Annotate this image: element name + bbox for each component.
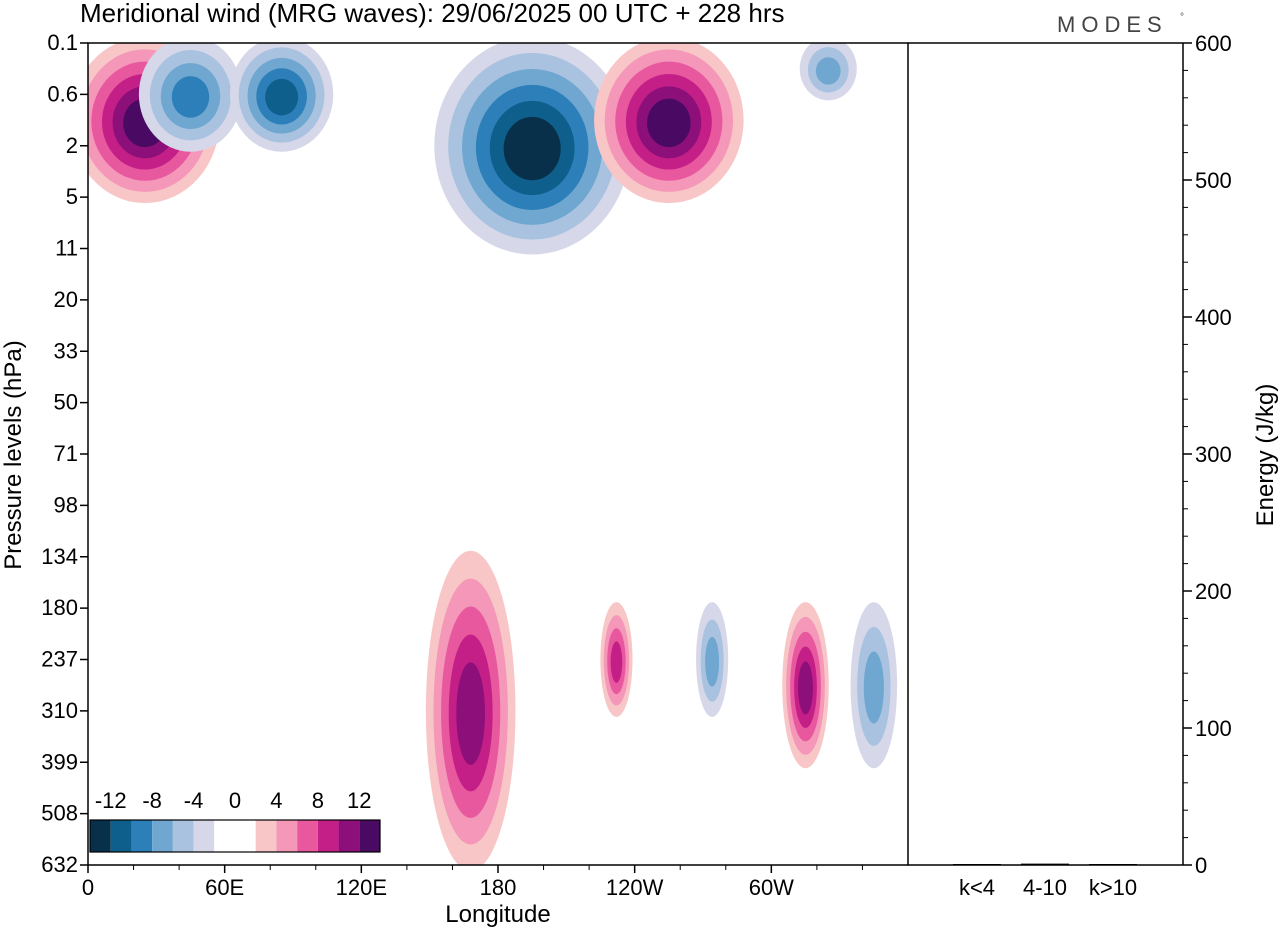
- contour-feature-negative-2: [229, 43, 334, 152]
- pressure-tick-label: 98: [54, 492, 78, 517]
- colorbar-swatch: [193, 820, 215, 852]
- logo-mark: °: [1180, 12, 1184, 23]
- pressure-tick-label: 0.1: [47, 30, 78, 55]
- longitude-tick-label: 60W: [749, 875, 794, 900]
- pressure-tick-label: 50: [54, 390, 78, 415]
- longitude-tick-label: 120W: [606, 875, 664, 900]
- colorbar-label: 0: [229, 788, 241, 813]
- contour-level: [798, 661, 813, 715]
- colorbar-swatch: [255, 820, 277, 852]
- pressure-tick-label: 11: [55, 236, 78, 261]
- colorbar-swatch: [276, 820, 298, 852]
- colorbar: -12 -8 -4 0 4 8 12: [89, 788, 381, 853]
- colorbar-swatch: [317, 820, 339, 852]
- longitude-tick-label: 180: [480, 875, 517, 900]
- pressure-axis: 0.1 0.6 2 5 11 20 33 50 71 98 134 180 237 310 399 508 63…: [41, 30, 88, 877]
- energy-tick-label: 200: [1195, 579, 1232, 604]
- pressure-tick-label: 0.6: [47, 81, 78, 106]
- energy-tick-label: 600: [1195, 31, 1232, 56]
- pressure-tick-label: 632: [41, 852, 78, 877]
- energy-bar: [953, 864, 1001, 866]
- longitude-tick-label: 120E: [336, 875, 387, 900]
- pressure-tick-label: 399: [41, 749, 78, 774]
- energy-tick-label: 500: [1195, 168, 1232, 193]
- pressure-tick-label: 71: [54, 441, 78, 466]
- pressure-tick-label: 180: [41, 595, 78, 620]
- contour-level: [503, 116, 561, 181]
- pressure-tick-label: 237: [41, 647, 78, 672]
- colorbar-swatch: [235, 820, 256, 852]
- contour-level: [265, 78, 299, 116]
- contour-feature-negative-3: [434, 43, 631, 255]
- colorbar-swatch: [152, 820, 173, 852]
- pressure-tick-label: 20: [54, 287, 78, 312]
- contour-feature-negative-8: [696, 602, 729, 717]
- contour-feature-negative-10: [850, 602, 898, 769]
- contour-field: [88, 43, 898, 865]
- modes-logo: MODES: [1057, 12, 1168, 37]
- longitude-axis: 0 60E 120E 180 120W 60W: [82, 865, 863, 900]
- contour-level: [610, 641, 623, 683]
- contour-feature-negative-5: [799, 43, 857, 101]
- energy-category-label: k>10: [1089, 875, 1137, 900]
- longitude-tick-label: 0: [82, 875, 94, 900]
- contour-level: [171, 76, 210, 118]
- pressure-tick-label: 5: [66, 184, 78, 209]
- energy-tick-label: 0: [1195, 853, 1207, 878]
- pressure-tick-label: 134: [41, 544, 78, 569]
- colorbar-swatch: [338, 820, 360, 852]
- y-axis-label: Pressure levels (hPa): [0, 340, 27, 569]
- colorbar-label: -8: [142, 788, 162, 813]
- colorbar-swatch: [214, 820, 235, 852]
- colorbar-swatch: [172, 820, 194, 852]
- colorbar-swatch: [90, 820, 111, 852]
- contour-feature-positive-6: [425, 550, 516, 865]
- contour-feature-positive-4: [594, 43, 744, 204]
- colorbar-swatch: [359, 820, 380, 852]
- x-axis-label: Longitude: [445, 901, 550, 928]
- pressure-tick-label: 310: [41, 698, 78, 723]
- energy-axis: 0 100 200 300 400 500 600: [1183, 31, 1232, 878]
- contour-feature-negative-1: [138, 43, 243, 152]
- pressure-tick-label: 33: [54, 338, 78, 363]
- energy-tick-label: 100: [1195, 716, 1232, 741]
- energy-axis-label: Energy (J/kg): [1252, 384, 1279, 527]
- contour-feature-positive-9: [782, 602, 829, 769]
- energy-tick-label: 400: [1195, 305, 1232, 330]
- colorbar-label: 4: [270, 788, 282, 813]
- energy-bar: [1089, 864, 1137, 866]
- contour-level: [647, 98, 691, 148]
- contour-feature-positive-7: [600, 602, 633, 717]
- colorbar-label: -4: [184, 788, 204, 813]
- colorbar-label: -12: [95, 788, 127, 813]
- energy-bar: [1021, 863, 1069, 866]
- colorbar-swatch: [110, 820, 132, 852]
- colorbar-frame: [89, 819, 381, 853]
- colorbar-label: 8: [312, 788, 324, 813]
- colorbar-swatch: [131, 820, 153, 852]
- energy-category-label: 4-10: [1023, 875, 1067, 900]
- energy-tick-label: 300: [1195, 442, 1232, 467]
- energy-bars: k<4 4-10 k>10: [953, 863, 1137, 900]
- contour-level: [815, 57, 841, 85]
- longitude-tick-label: 60E: [205, 875, 244, 900]
- contour-level: [705, 636, 720, 687]
- pressure-tick-label: 2: [66, 133, 78, 158]
- pressure-tick-label: 508: [41, 801, 78, 826]
- contour-level: [456, 662, 486, 765]
- chart-title: Meridional wind (MRG waves): 29/06/2025 …: [80, 0, 785, 28]
- energy-category-label: k<4: [959, 875, 995, 900]
- contour-level: [863, 651, 884, 724]
- colorbar-swatch: [297, 820, 318, 852]
- colorbar-label: 12: [347, 788, 371, 813]
